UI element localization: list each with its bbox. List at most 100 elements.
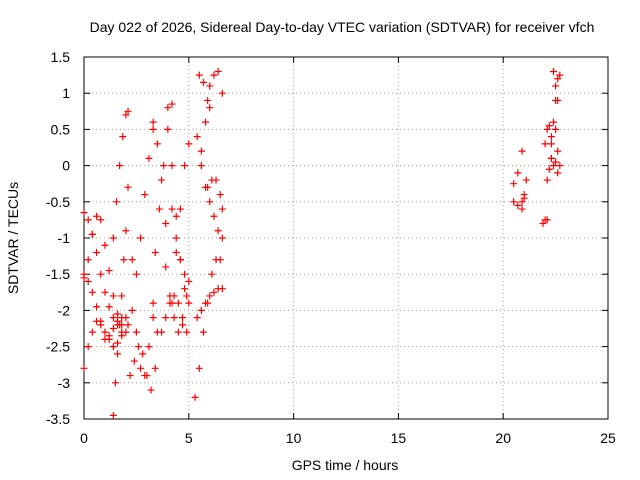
data-point [122,328,130,336]
data-point [179,321,187,329]
data-point [116,162,124,170]
data-point [195,364,203,372]
data-point [109,325,117,332]
data-point [109,314,117,322]
data-point [105,332,113,340]
data-point [158,176,166,184]
series-arc-8 [124,125,157,329]
data-point [552,125,560,133]
data-point [168,299,176,307]
series-arc-28 [541,122,555,148]
data-point [199,328,207,336]
series-arc-20 [195,71,212,104]
data-point [520,191,528,199]
data-point [172,248,180,256]
x-tick-label: 5 [185,430,193,446]
series-arc-5 [109,107,132,242]
data-point [541,140,549,148]
y-tick-label: -3 [58,375,71,391]
data-point [164,104,172,112]
data-point [93,248,101,256]
data-point [147,386,155,394]
data-point [210,71,218,79]
data-point [119,133,127,141]
series-arc-30 [547,154,564,177]
data-point [510,180,518,188]
data-point [218,234,226,242]
x-tick-label: 0 [80,430,88,446]
data-point [206,82,214,90]
data-point [158,328,166,336]
data-point [162,314,170,322]
series-arc-1 [80,209,126,336]
data-point [210,288,218,296]
data-point [202,299,210,307]
data-point [118,292,126,300]
data-point [218,285,226,293]
data-point [550,162,558,170]
series-arc-4 [80,270,130,343]
series-arc-32 [550,67,564,104]
series-arc-22 [206,67,226,97]
data-point [109,234,117,242]
data-point [554,96,562,104]
data-point [109,292,117,300]
series-arc-16 [168,140,193,307]
y-tick-label: 0.5 [51,121,71,137]
series-arc-18 [193,285,226,322]
x-axis-label: GPS time / hours [292,457,399,473]
data-point [218,205,226,213]
data-point [543,125,551,133]
data-point [552,158,560,166]
data-point [181,285,189,293]
y-tick-label: 0 [62,158,70,174]
series-arc-23 [197,104,214,155]
data-point [212,176,220,184]
data-point [193,133,201,141]
data-point [522,176,530,184]
data-point [101,328,109,336]
data-point [109,343,117,351]
series-arc-10 [149,118,170,228]
data-point [118,332,126,340]
x-tick-label: 20 [495,430,511,446]
data-point [122,111,130,119]
data-point [124,183,132,191]
data-point [114,350,122,358]
data-point [153,140,161,148]
x-tick-label: 15 [391,430,407,446]
data-point [166,292,174,300]
plot-frame [83,56,609,420]
data-point [145,343,153,351]
data-point [204,183,212,191]
data-point [518,205,526,213]
series-arc-9 [126,343,159,394]
grid [84,57,608,419]
data-point [514,201,522,209]
data-point [168,205,176,213]
data-point [139,350,147,358]
data-point [112,198,120,206]
series-arc-15 [168,205,193,285]
data-point [174,299,182,307]
data-point [199,78,207,86]
data-point [206,104,214,112]
data-point [547,140,555,148]
data-point [80,270,88,278]
data-point [132,270,140,278]
data-point [93,212,101,220]
y-tick-label: -2 [58,302,71,318]
data-point [216,191,224,199]
data-point [197,147,205,155]
data-point [172,234,180,242]
data-point [88,230,96,238]
data-point [204,96,212,104]
data-point [149,314,157,322]
data-point [114,310,122,318]
x-tick-label: 25 [600,430,616,446]
y-tick-label: 1.5 [51,49,71,65]
data-point [208,270,216,278]
data-point [122,227,130,235]
data-point [206,292,214,300]
